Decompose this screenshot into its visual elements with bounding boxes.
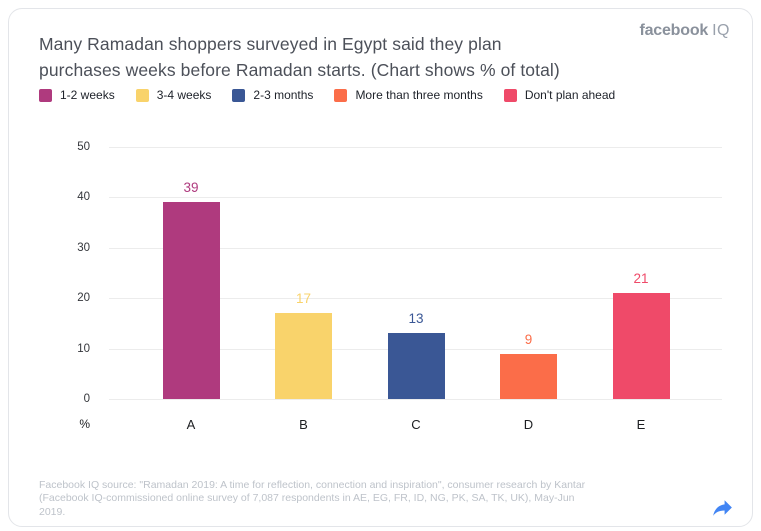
bar-value-label-C: 13 <box>408 311 424 327</box>
bar-D <box>500 353 557 399</box>
bar-value-label-B: 17 <box>295 291 312 307</box>
bar-B <box>275 313 332 399</box>
y-tick-label-10: 10 <box>77 342 90 355</box>
gridline-30 <box>109 247 722 249</box>
y-axis-unit-label: % <box>79 417 90 431</box>
y-tick-label-40: 40 <box>77 191 90 204</box>
share-arrow-icon <box>712 499 732 516</box>
legend-swatch-icon <box>39 88 52 102</box>
x-axis-label-A: A <box>186 417 196 432</box>
facebook-iq-logo: facebook IQ <box>639 22 730 40</box>
gridline-40 <box>109 197 722 199</box>
legend-swatch-icon <box>503 88 517 102</box>
x-axis-label-B: B <box>299 417 308 432</box>
legend-label: More than three months <box>355 88 483 102</box>
page-title-line-2: purchases weeks before Ramadan starts. (… <box>39 60 560 80</box>
bar-C <box>387 333 445 399</box>
source-note-line-1: Facebook IQ source: "Ramadan 2019: A tim… <box>39 479 586 491</box>
legend-item-4: More than three months <box>334 88 483 102</box>
chart-legend: 1-2 weeks 3-4 weeks 2-3 months More than th… <box>39 88 615 102</box>
legend-item-5: Don't plan ahead <box>503 88 616 102</box>
legend-label: 3-4 weeks <box>156 88 212 102</box>
gridline-50 <box>109 147 722 148</box>
x-axis-label-C: C <box>411 417 421 432</box>
logo-facebook-text: facebook <box>639 22 709 39</box>
source-note-line-3: 2019. <box>39 505 66 518</box>
y-tick-label-0: 0 <box>83 393 90 405</box>
bar-value-label-E: 21 <box>633 271 649 287</box>
page-title: Many Ramadan shoppers surveyed in Egypt … <box>39 31 560 83</box>
x-axis-label-D: D <box>523 417 534 432</box>
legend-item-2: 3-4 weeks <box>135 88 212 102</box>
chart-card: Many Ramadan shoppers surveyed in Egypt … <box>8 8 753 527</box>
gridline-0 <box>109 399 722 400</box>
legend-item-3: 2-3 months <box>232 88 313 102</box>
bar-E <box>612 293 670 399</box>
legend-swatch-icon <box>135 88 149 102</box>
legend-label: 1-2 weeks <box>60 88 115 102</box>
share-button[interactable] <box>708 493 736 521</box>
bar-chart-plot: 0 10 20 30 40 50 39 A 17 B 13 C 9 D 21 E% <box>77 141 722 432</box>
source-note-line-2: (Facebook IQ-commissioned online survey … <box>39 492 575 505</box>
y-tick-label-20: 20 <box>77 292 90 305</box>
y-tick-label-50: 50 <box>77 141 90 153</box>
logo-iq-text: IQ <box>712 22 730 39</box>
legend-swatch-icon <box>334 88 348 102</box>
y-tick-label-30: 30 <box>77 241 90 254</box>
source-note: Facebook IQ source: "Ramadan 2019: A tim… <box>39 479 585 519</box>
x-axis-label-E: E <box>636 417 646 432</box>
bar-value-label-A: 39 <box>183 180 199 196</box>
gridline-20 <box>109 298 722 300</box>
page-title-line-1: Many Ramadan shoppers surveyed in Egypt … <box>39 34 502 54</box>
legend-label: 2-3 months <box>253 88 314 102</box>
bar-value-label-D: 9 <box>524 331 533 347</box>
bar-A <box>162 202 220 399</box>
legend-label: Don't plan ahead <box>524 88 616 102</box>
legend-item-1: 1-2 weeks <box>39 88 115 102</box>
legend-swatch-icon <box>232 88 246 102</box>
